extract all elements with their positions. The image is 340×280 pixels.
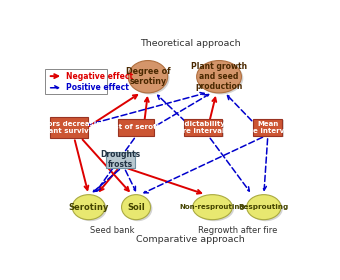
Text: Non-resprouting: Non-resprouting xyxy=(180,204,245,210)
Ellipse shape xyxy=(130,62,170,94)
Text: Theoretical approach: Theoretical approach xyxy=(140,39,240,48)
Text: Mean
fire interval: Mean fire interval xyxy=(244,121,291,134)
FancyBboxPatch shape xyxy=(118,119,154,136)
Text: Factors decreasing
plant survival: Factors decreasing plant survival xyxy=(31,121,106,134)
FancyBboxPatch shape xyxy=(106,152,135,168)
FancyBboxPatch shape xyxy=(255,120,284,137)
Text: Positive effect: Positive effect xyxy=(66,83,129,92)
Ellipse shape xyxy=(193,195,232,220)
Text: Droughts
frosts: Droughts frosts xyxy=(100,150,140,169)
Ellipse shape xyxy=(199,62,243,94)
FancyBboxPatch shape xyxy=(50,117,88,138)
Text: Degree of
serotiny: Degree of serotiny xyxy=(125,67,170,86)
Text: Comparative approach: Comparative approach xyxy=(136,235,244,244)
FancyBboxPatch shape xyxy=(107,153,136,169)
Text: Plant growth
and seed
production: Plant growth and seed production xyxy=(191,62,247,91)
Text: Serotiny: Serotiny xyxy=(68,203,109,212)
Text: Negative effect: Negative effect xyxy=(66,72,133,81)
FancyBboxPatch shape xyxy=(253,119,282,136)
Ellipse shape xyxy=(197,60,241,93)
Ellipse shape xyxy=(194,196,234,221)
Ellipse shape xyxy=(121,195,151,220)
Ellipse shape xyxy=(72,195,105,220)
Text: Predictability of
fire intervals: Predictability of fire intervals xyxy=(171,121,235,134)
FancyBboxPatch shape xyxy=(185,120,224,137)
Ellipse shape xyxy=(247,195,281,220)
Ellipse shape xyxy=(123,196,152,221)
FancyBboxPatch shape xyxy=(51,118,89,139)
FancyBboxPatch shape xyxy=(184,119,222,136)
Ellipse shape xyxy=(128,60,168,93)
Ellipse shape xyxy=(74,196,107,221)
Ellipse shape xyxy=(249,196,283,221)
FancyBboxPatch shape xyxy=(45,69,107,94)
Text: Resprouting: Resprouting xyxy=(239,204,289,210)
Text: Seed bank: Seed bank xyxy=(90,226,135,235)
Text: Cost of serotiny: Cost of serotiny xyxy=(104,124,169,130)
Text: Regrowth after fire: Regrowth after fire xyxy=(198,226,277,235)
Text: Soil: Soil xyxy=(127,203,145,212)
FancyBboxPatch shape xyxy=(120,120,155,137)
